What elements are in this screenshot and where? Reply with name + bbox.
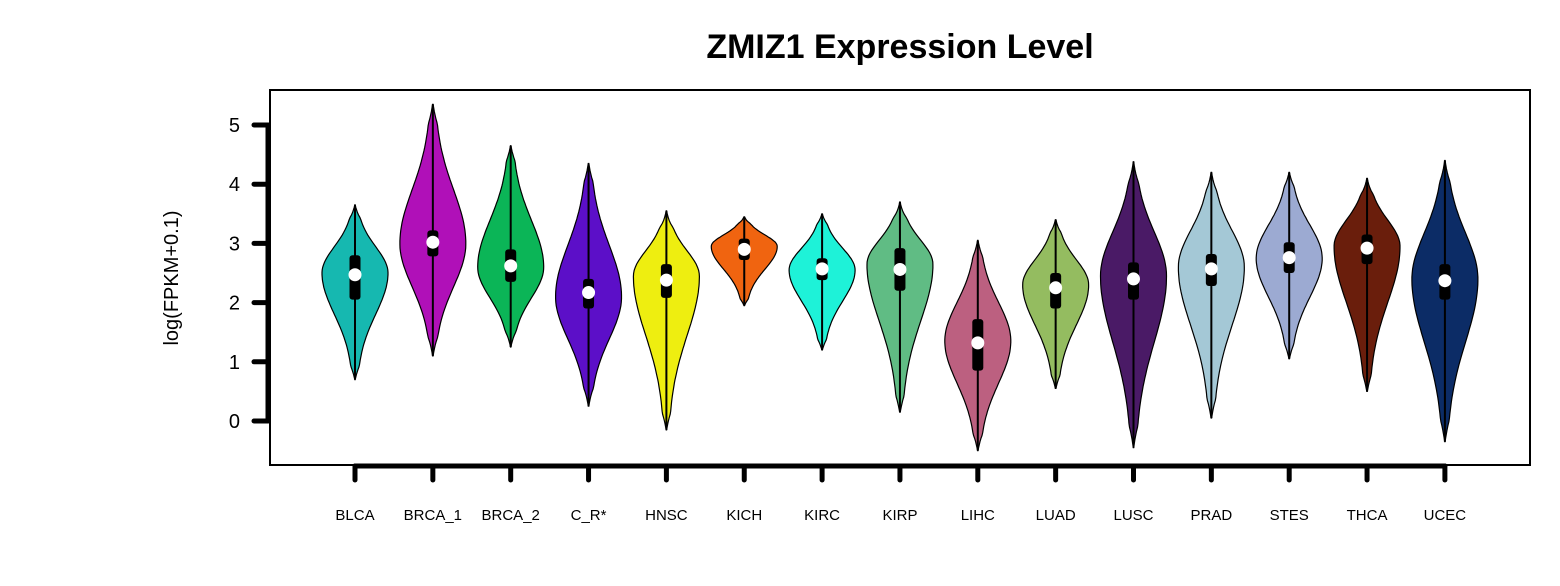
median-point [1127, 272, 1140, 286]
x-tick-label: LIHC [961, 507, 995, 524]
x-tick-label: BLCA [335, 507, 374, 524]
median-point [1438, 274, 1452, 288]
y-axis-label: log(FPKM+0.1) [161, 210, 183, 345]
median-point [971, 336, 985, 350]
median-point [737, 242, 751, 256]
median-point [1360, 241, 1374, 255]
median-point [1204, 262, 1218, 276]
median-point [1049, 281, 1063, 295]
chart-title: ZMIZ1 Expression Level [706, 28, 1093, 66]
median-point [504, 259, 518, 273]
median-point [348, 268, 362, 282]
y-tick-label: 0 [229, 411, 240, 433]
y-tick-label: 5 [229, 115, 240, 137]
median-point [582, 286, 596, 300]
x-tick-label: THCA [1347, 507, 1388, 524]
x-tick-label: C_R* [571, 507, 607, 524]
x-tick-label: KIRP [882, 507, 917, 524]
x-tick-label: BRCA_1 [404, 507, 462, 524]
median-point [815, 262, 829, 276]
x-tick-label: UCEC [1424, 507, 1467, 524]
x-tick-label: KICH [726, 507, 762, 524]
median-point [426, 235, 440, 249]
violins [321, 103, 1479, 452]
y-tick-label: 4 [229, 174, 240, 196]
x-tick-label: LUSC [1113, 507, 1153, 524]
y-tick-label: 3 [229, 233, 240, 255]
x-tick-label: LUAD [1036, 507, 1076, 524]
y-axis: 0 1 2 3 4 5 [229, 115, 271, 433]
y-tick-label: 2 [229, 293, 240, 315]
median-point [659, 273, 673, 287]
y-tick-label: 1 [229, 352, 240, 374]
x-tick-label: PRAD [1191, 507, 1233, 524]
x-tick-label: HNSC [645, 507, 688, 524]
x-tick-label: STES [1270, 507, 1309, 524]
x-tick-label: KIRC [804, 507, 840, 524]
median-point [893, 262, 907, 276]
x-tick-label: BRCA_2 [482, 507, 540, 524]
median-point [1282, 251, 1296, 265]
x-axis: BLCA BRCA_1 BRCA_2 C_R* HNSC KICH KIRC KIRP LIHC… [335, 463, 1467, 524]
